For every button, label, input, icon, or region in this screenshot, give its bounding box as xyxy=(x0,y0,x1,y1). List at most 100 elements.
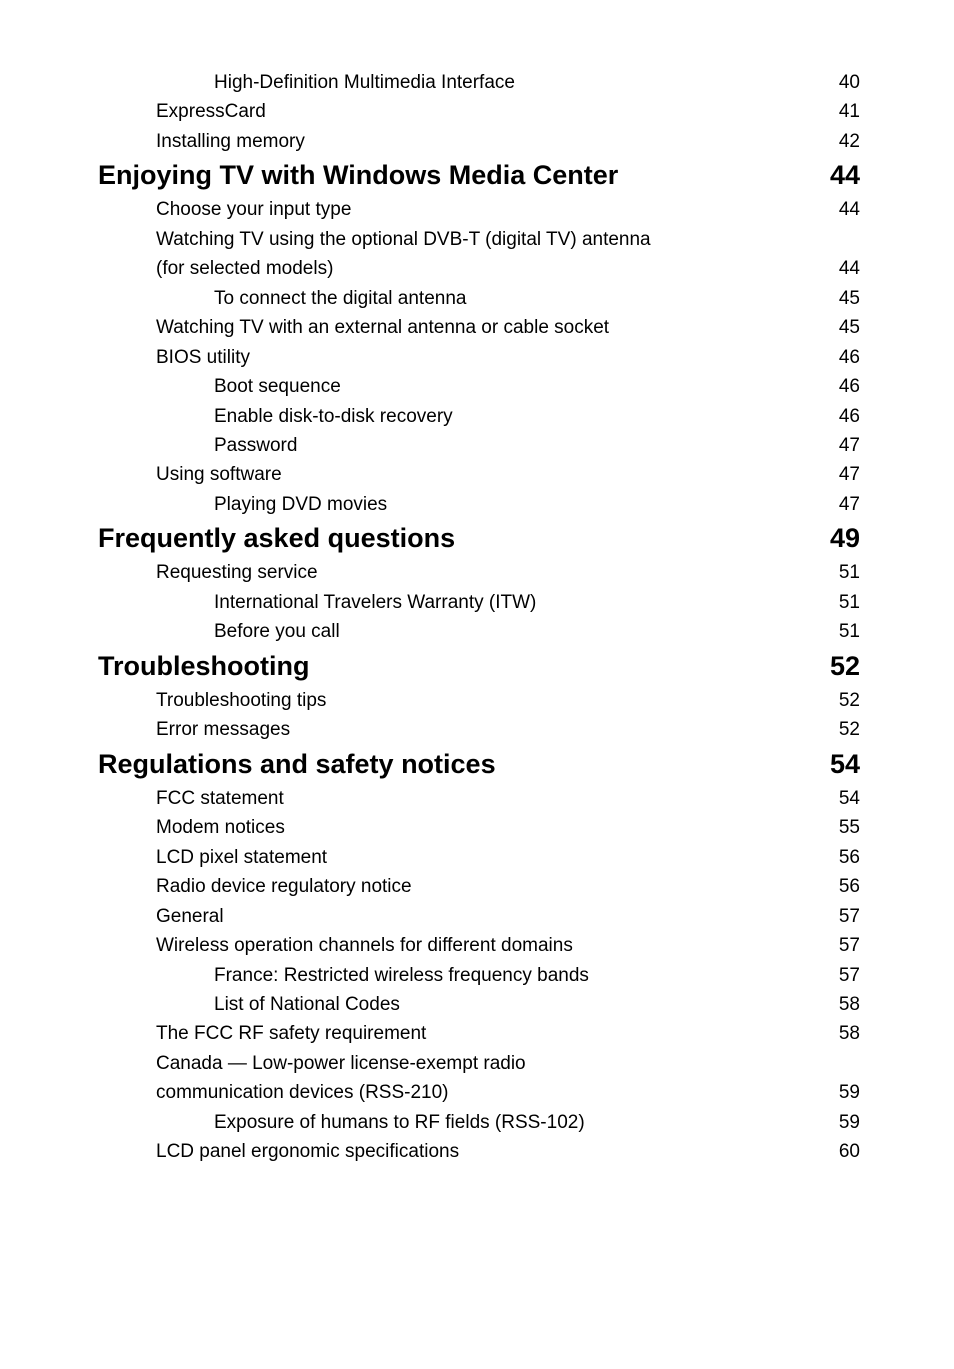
toc-page: 45 xyxy=(827,284,860,313)
toc-row: Regulations and safety notices 54 xyxy=(98,745,860,784)
toc-label: France: Restricted wireless frequency ba… xyxy=(98,961,827,990)
toc-label: Modem notices xyxy=(98,813,827,842)
toc-row: FCC statement 54 xyxy=(98,784,860,813)
toc-row: Using software 47 xyxy=(98,460,860,489)
toc-page: 58 xyxy=(827,1019,860,1048)
toc-row: France: Restricted wireless frequency ba… xyxy=(98,961,860,990)
toc-row: Enable disk-to-disk recovery 46 xyxy=(98,402,860,431)
toc-page: 44 xyxy=(827,195,860,224)
toc-label: Frequently asked questions xyxy=(98,519,818,558)
toc-page: 51 xyxy=(827,588,860,617)
toc-label: Error messages xyxy=(98,715,827,744)
toc-page: 47 xyxy=(827,431,860,460)
toc-row: Password 47 xyxy=(98,431,860,460)
toc-label: General xyxy=(98,902,827,931)
toc-page: 52 xyxy=(818,647,860,686)
toc-page: 54 xyxy=(827,784,860,813)
toc-label: Before you call xyxy=(98,617,827,646)
toc-label: Installing memory xyxy=(98,127,827,156)
toc-page: 57 xyxy=(827,931,860,960)
toc-row: Requesting service 51 xyxy=(98,558,860,587)
toc-page: 46 xyxy=(827,402,860,431)
toc-label: Canada — Low-power license-exempt radio xyxy=(98,1049,848,1078)
toc-label: The FCC RF safety requirement xyxy=(98,1019,827,1048)
toc-page: 40 xyxy=(827,68,860,97)
toc-page: 46 xyxy=(827,343,860,372)
toc-label: Watching TV using the optional DVB-T (di… xyxy=(98,225,848,254)
toc-page: 59 xyxy=(827,1078,860,1107)
toc-page: 56 xyxy=(827,872,860,901)
toc-row: Enjoying TV with Windows Media Center 44 xyxy=(98,156,860,195)
toc-label: Exposure of humans to RF fields (RSS-102… xyxy=(98,1108,827,1137)
toc-row: Error messages 52 xyxy=(98,715,860,744)
toc-page: 57 xyxy=(827,902,860,931)
toc-row: LCD pixel statement 56 xyxy=(98,843,860,872)
toc-label: Wireless operation channels for differen… xyxy=(98,931,827,960)
toc-page: 56 xyxy=(827,843,860,872)
toc-row: Boot sequence 46 xyxy=(98,372,860,401)
toc-label: Watching TV with an external antenna or … xyxy=(98,313,827,342)
toc-page: 45 xyxy=(827,313,860,342)
toc-page: 55 xyxy=(827,813,860,842)
toc-row: Exposure of humans to RF fields (RSS-102… xyxy=(98,1108,860,1137)
toc-row: BIOS utility 46 xyxy=(98,343,860,372)
toc-label: International Travelers Warranty (ITW) xyxy=(98,588,827,617)
toc-row: To connect the digital antenna 45 xyxy=(98,284,860,313)
toc-row: Modem notices 55 xyxy=(98,813,860,842)
toc-row: Radio device regulatory notice 56 xyxy=(98,872,860,901)
toc-label: Troubleshooting tips xyxy=(98,686,827,715)
toc-row: ExpressCard 41 xyxy=(98,97,860,126)
toc-label: Regulations and safety notices xyxy=(98,745,818,784)
toc-label: FCC statement xyxy=(98,784,827,813)
toc-label: Using software xyxy=(98,460,827,489)
toc-row: Playing DVD movies 47 xyxy=(98,490,860,519)
toc-page: 47 xyxy=(827,460,860,489)
toc-row: Wireless operation channels for differen… xyxy=(98,931,860,960)
toc-page: 44 xyxy=(818,156,860,195)
toc-label: Troubleshooting xyxy=(98,647,818,686)
toc-row: Before you call 51 xyxy=(98,617,860,646)
toc-page: 52 xyxy=(827,686,860,715)
toc-label: To connect the digital antenna xyxy=(98,284,827,313)
toc-page: 58 xyxy=(827,990,860,1019)
toc-row: communication devices (RSS-210) 59 xyxy=(98,1078,860,1107)
toc-label: ExpressCard xyxy=(98,97,827,126)
toc-label: Requesting service xyxy=(98,558,827,587)
toc-row: Canada — Low-power license-exempt radio xyxy=(98,1049,860,1078)
toc-page: 59 xyxy=(827,1108,860,1137)
toc-label: List of National Codes xyxy=(98,990,827,1019)
toc-page: 51 xyxy=(827,617,860,646)
toc-label: Boot sequence xyxy=(98,372,827,401)
toc-row: Watching TV using the optional DVB-T (di… xyxy=(98,225,860,254)
toc-label: High-Definition Multimedia Interface xyxy=(98,68,827,97)
toc-page: 46 xyxy=(827,372,860,401)
toc-label: Enable disk-to-disk recovery xyxy=(98,402,827,431)
toc-row: LCD panel ergonomic specifications 60 xyxy=(98,1137,860,1166)
toc-label: Password xyxy=(98,431,827,460)
toc-row: (for selected models) 44 xyxy=(98,254,860,283)
toc-row: Choose your input type 44 xyxy=(98,195,860,224)
toc-page: 42 xyxy=(827,127,860,156)
toc-label: Enjoying TV with Windows Media Center xyxy=(98,156,818,195)
toc-row: List of National Codes 58 xyxy=(98,990,860,1019)
toc-row: Troubleshooting tips 52 xyxy=(98,686,860,715)
toc-row: High-Definition Multimedia Interface 40 xyxy=(98,68,860,97)
toc-page: 41 xyxy=(827,97,860,126)
toc-row: Frequently asked questions 49 xyxy=(98,519,860,558)
toc-label: Choose your input type xyxy=(98,195,827,224)
toc-page: 51 xyxy=(827,558,860,587)
toc-page: 52 xyxy=(827,715,860,744)
toc-page: 49 xyxy=(818,519,860,558)
toc-label: BIOS utility xyxy=(98,343,827,372)
toc-label: LCD panel ergonomic specifications xyxy=(98,1137,827,1166)
toc-label: Radio device regulatory notice xyxy=(98,872,827,901)
table-of-contents: High-Definition Multimedia Interface 40 … xyxy=(98,68,860,1167)
toc-page: 47 xyxy=(827,490,860,519)
toc-label: communication devices (RSS-210) xyxy=(98,1078,827,1107)
toc-row: Troubleshooting 52 xyxy=(98,647,860,686)
toc-page: 60 xyxy=(827,1137,860,1166)
toc-row: The FCC RF safety requirement 58 xyxy=(98,1019,860,1048)
toc-row: International Travelers Warranty (ITW) 5… xyxy=(98,588,860,617)
toc-page: 44 xyxy=(827,254,860,283)
toc-row: General 57 xyxy=(98,902,860,931)
